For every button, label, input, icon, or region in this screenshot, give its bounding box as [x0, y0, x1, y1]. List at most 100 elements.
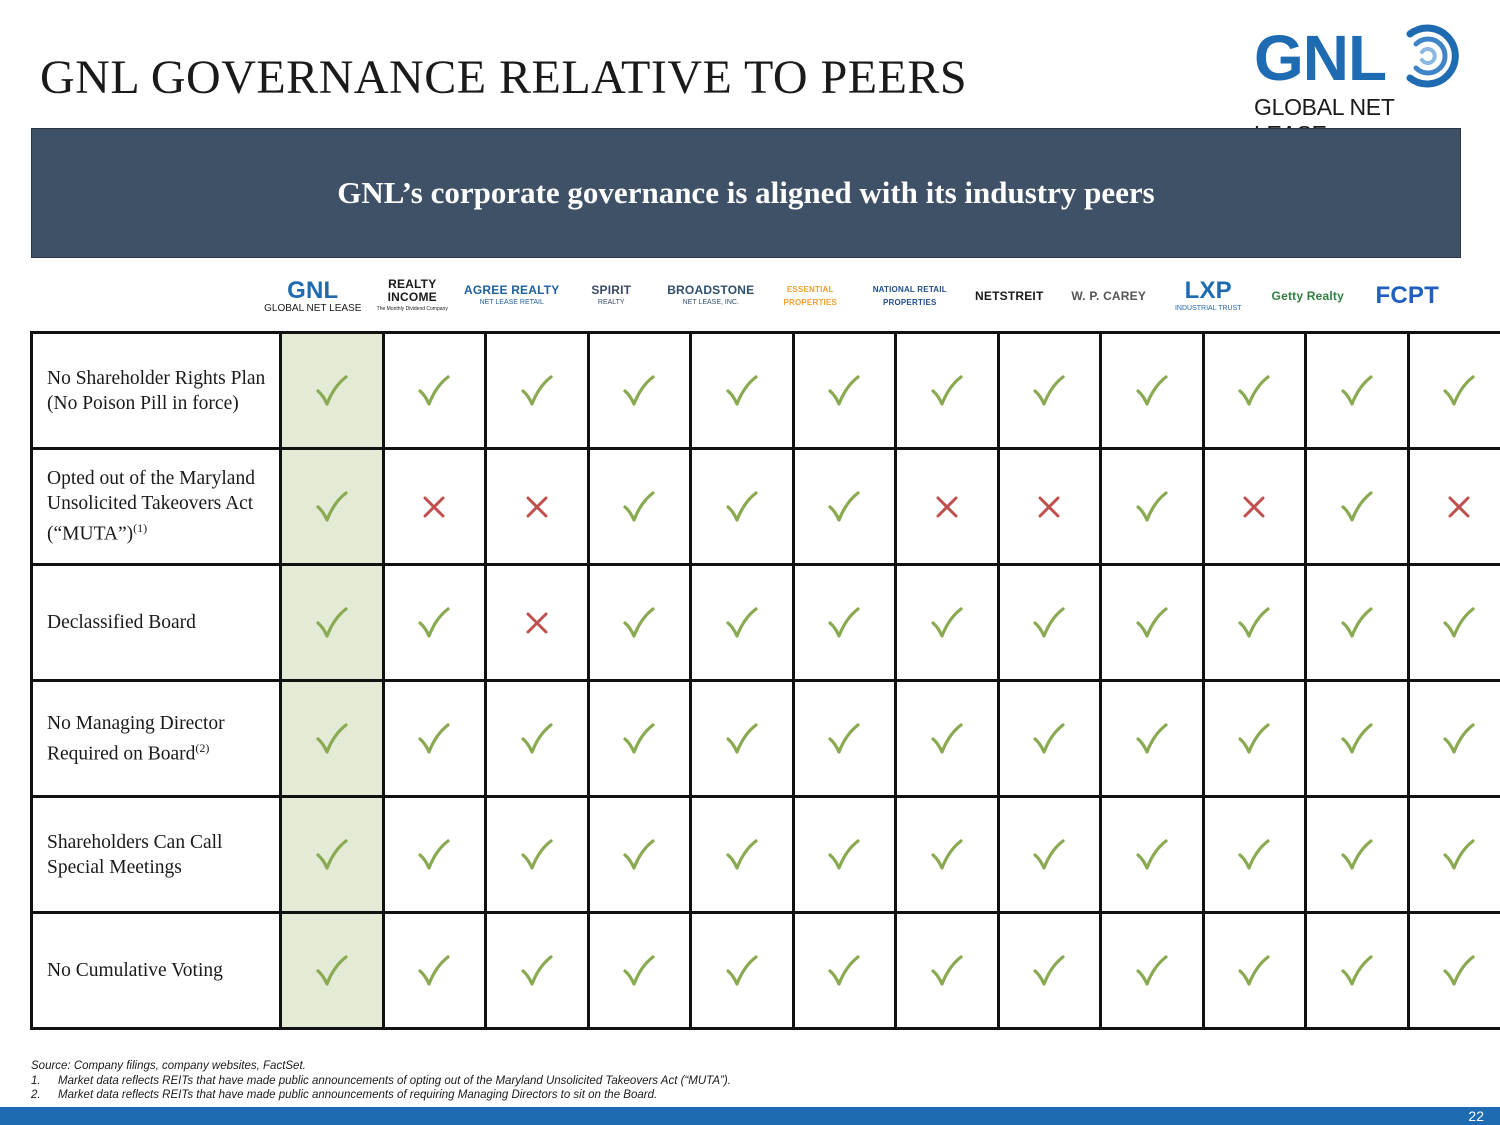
cross-icon	[1406, 447, 1500, 566]
check-icon	[894, 911, 1000, 1030]
peer-subtext: REALTY	[597, 299, 625, 306]
cross-icon	[894, 447, 1000, 566]
check-icon	[791, 795, 897, 914]
lxp-logo: LXP INDUSTRIAL TRUST	[1159, 268, 1259, 324]
peer-name: SPIRIT	[591, 283, 632, 297]
check-icon	[381, 911, 487, 1030]
check-icon	[279, 795, 385, 914]
footer-bar: 22	[0, 1107, 1500, 1125]
check-icon	[381, 679, 487, 798]
check-icon	[689, 331, 795, 450]
footnote-number: 2.	[31, 1089, 41, 1101]
check-icon	[1099, 679, 1205, 798]
criterion-label: No Managing Director Required on Board(2…	[30, 679, 282, 798]
table-row: Opted out of the Maryland Unsolicited Ta…	[30, 447, 1500, 566]
check-icon	[996, 911, 1102, 1030]
peer-subtext: NET LEASE, INC.	[682, 299, 739, 306]
check-icon	[689, 563, 795, 682]
check-icon	[1201, 911, 1307, 1030]
check-icon	[1406, 911, 1500, 1030]
spirit-realty-logo: SPIRIT REALTY	[562, 268, 662, 324]
essential-properties-logo: ESSENTIAL PROPERTIES	[761, 268, 861, 324]
check-icon	[996, 331, 1102, 450]
check-icon	[1304, 331, 1410, 450]
peer-name: ESSENTIAL PROPERTIES	[783, 285, 838, 307]
peer-name: BROADSTONE	[667, 283, 755, 297]
check-icon	[1406, 679, 1500, 798]
check-icon	[996, 563, 1102, 682]
peer-name: NETSTREIT	[975, 288, 1044, 303]
footnotes: Source: Company filings, company website…	[31, 1059, 731, 1103]
check-icon	[279, 911, 385, 1030]
check-icon	[791, 447, 897, 566]
check-icon	[894, 679, 1000, 798]
banner-text: GNL’s corporate governance is aligned wi…	[337, 175, 1155, 210]
cross-icon	[1201, 447, 1307, 566]
check-icon	[1406, 331, 1500, 450]
check-icon	[1099, 447, 1205, 566]
summary-banner: GNL’s corporate governance is aligned wi…	[31, 128, 1461, 258]
check-icon	[586, 563, 692, 682]
cross-icon	[996, 447, 1102, 566]
gnl-logo: GNL GLOBAL NET LEASE	[263, 268, 363, 324]
footnote-text: Market data reflects REITs that have mad…	[58, 1089, 658, 1101]
check-icon	[279, 679, 385, 798]
getty-realty-logo: Getty Realty	[1258, 268, 1358, 324]
peer-subtext: GLOBAL NET LEASE	[264, 302, 362, 314]
governance-table: No Shareholder Rights Plan (No Poison Pi…	[30, 331, 1500, 1030]
peer-name: GNL	[287, 276, 339, 304]
check-icon	[1304, 563, 1410, 682]
criterion-label: Opted out of the Maryland Unsolicited Ta…	[30, 447, 282, 566]
criterion-text: No Shareholder Rights Plan (No Poison Pi…	[47, 367, 266, 414]
check-icon	[1304, 795, 1410, 914]
gnl-logo: GNL GLOBAL NET LEASE	[1252, 22, 1467, 147]
netstreit-logo: NETSTREIT	[960, 268, 1060, 324]
criterion-label: Declassified Board	[30, 563, 282, 682]
table-row: Shareholders Can Call Special Meetings	[30, 795, 1500, 914]
check-icon	[1406, 795, 1500, 914]
fcpt-logo: FCPT	[1358, 268, 1458, 324]
check-icon	[1201, 331, 1307, 450]
agree-realty-logo: AGREE REALTY NET LEASE RETAIL	[462, 268, 562, 324]
check-icon	[484, 795, 590, 914]
realty-income-logo: REALTY INCOME The Monthly Dividend Compan…	[363, 268, 463, 324]
check-icon	[1201, 679, 1307, 798]
check-icon	[1099, 563, 1205, 682]
check-icon	[586, 331, 692, 450]
page-number: 22	[1468, 1108, 1484, 1124]
check-icon	[586, 911, 692, 1030]
source-note: Source: Company filings, company website…	[31, 1060, 306, 1072]
check-icon	[1304, 911, 1410, 1030]
peer-logos-row: GNL GLOBAL NET LEASE REALTY INCOME The Mont…	[263, 268, 1457, 324]
check-icon	[1099, 795, 1205, 914]
check-icon	[484, 911, 590, 1030]
cross-icon	[381, 447, 487, 566]
footnote-2: 2. Market data reflects REITs that have …	[31, 1088, 731, 1103]
footnote-ref: (2)	[195, 740, 210, 755]
criterion-text: Declassified Board	[47, 612, 196, 633]
peer-subtext: The Monthly Dividend Company	[376, 305, 448, 312]
footnote-number: 1.	[31, 1074, 41, 1087]
footnote-1: 1. Market data reflects REITs that have …	[31, 1074, 731, 1089]
swirl-icon	[1406, 24, 1459, 88]
check-icon	[791, 911, 897, 1030]
wp-carey-logo: W. P. CAREY	[1059, 268, 1159, 324]
check-icon	[586, 795, 692, 914]
check-icon	[279, 447, 385, 566]
criterion-text: No Managing Director Required on Board	[47, 712, 225, 765]
check-icon	[484, 331, 590, 450]
check-icon	[689, 447, 795, 566]
check-icon	[996, 679, 1102, 798]
table-row: No Shareholder Rights Plan (No Poison Pi…	[30, 331, 1500, 450]
criterion-text: No Cumulative Voting	[47, 960, 223, 981]
check-icon	[1099, 331, 1205, 450]
check-icon	[894, 795, 1000, 914]
check-icon	[279, 563, 385, 682]
page-title: GNL GOVERNANCE RELATIVE TO PEERS	[40, 51, 968, 104]
footnote-ref: (1)	[133, 521, 148, 536]
check-icon	[689, 911, 795, 1030]
broadstone-logo: BROADSTONE NET LEASE, INC.	[661, 268, 761, 324]
check-icon	[689, 795, 795, 914]
check-icon	[586, 447, 692, 566]
check-icon	[279, 331, 385, 450]
